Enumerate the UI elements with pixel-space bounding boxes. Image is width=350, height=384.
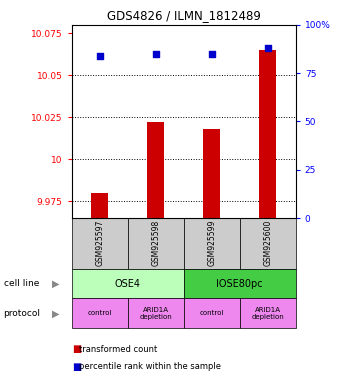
Bar bbox=[147, 122, 164, 218]
Text: cell line: cell line bbox=[4, 279, 39, 288]
Bar bbox=[91, 193, 108, 218]
Bar bbox=[259, 50, 276, 218]
Text: ARID1A
depletion: ARID1A depletion bbox=[251, 307, 284, 320]
Bar bbox=[184, 218, 240, 268]
Bar bbox=[184, 298, 240, 328]
Text: GSM925599: GSM925599 bbox=[207, 220, 216, 266]
Text: ▶: ▶ bbox=[52, 278, 59, 288]
Bar bbox=[72, 268, 184, 298]
Bar bbox=[240, 298, 296, 328]
Text: control: control bbox=[88, 310, 112, 316]
Bar bbox=[240, 218, 296, 268]
Point bbox=[209, 51, 215, 57]
Text: GSM925598: GSM925598 bbox=[151, 220, 160, 266]
Point bbox=[97, 53, 103, 59]
Text: percentile rank within the sample: percentile rank within the sample bbox=[79, 362, 221, 371]
Bar bbox=[72, 218, 128, 268]
Bar bbox=[128, 218, 184, 268]
Title: GDS4826 / ILMN_1812489: GDS4826 / ILMN_1812489 bbox=[107, 9, 261, 22]
Text: ARID1A
depletion: ARID1A depletion bbox=[139, 307, 172, 320]
Text: ▶: ▶ bbox=[52, 308, 59, 318]
Text: GSM925600: GSM925600 bbox=[263, 220, 272, 266]
Text: GSM925597: GSM925597 bbox=[95, 220, 104, 266]
Text: control: control bbox=[199, 310, 224, 316]
Text: IOSE80pc: IOSE80pc bbox=[216, 278, 263, 288]
Text: transformed count: transformed count bbox=[79, 345, 157, 354]
Point bbox=[265, 45, 271, 51]
Text: ■: ■ bbox=[72, 362, 81, 372]
Bar bbox=[72, 298, 128, 328]
Text: protocol: protocol bbox=[4, 309, 41, 318]
Bar bbox=[128, 298, 184, 328]
Text: ■: ■ bbox=[72, 344, 81, 354]
Bar bbox=[184, 268, 296, 298]
Text: OSE4: OSE4 bbox=[115, 278, 141, 288]
Point bbox=[153, 51, 159, 57]
Bar bbox=[203, 129, 220, 218]
